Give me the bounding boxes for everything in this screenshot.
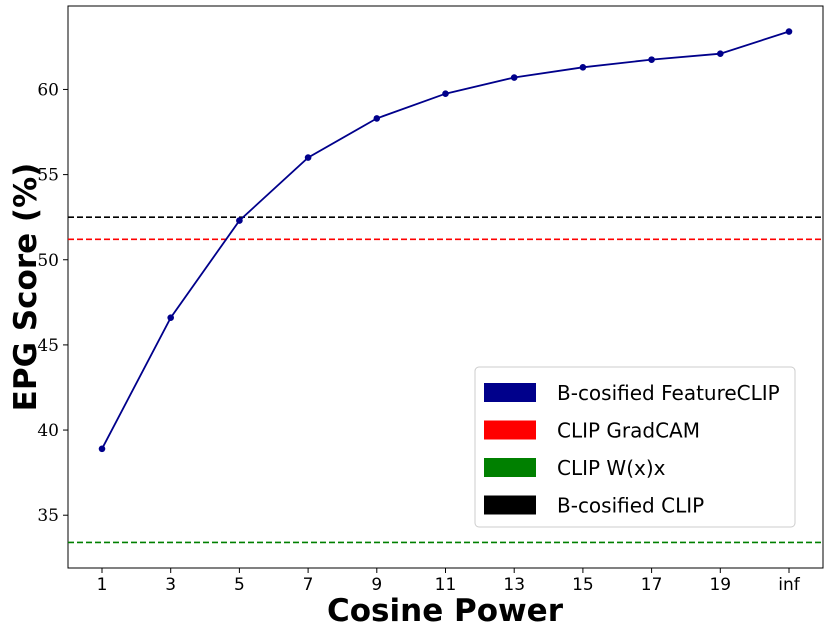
y-tick-label: 60 <box>37 80 59 100</box>
x-tick-label: 9 <box>371 575 382 595</box>
y-tick-label: 35 <box>37 506 59 526</box>
x-tick-label: 1 <box>97 575 108 595</box>
legend-items: B-cosified FeatureCLIP CLIP GradCAM CLIP W… <box>484 381 780 518</box>
x-tick-label: 15 <box>572 575 594 595</box>
series-layer <box>98 28 793 453</box>
y-tick-label: 40 <box>37 421 59 441</box>
legend: B-cosified FeatureCLIP CLIP GradCAM CLIP W… <box>474 366 796 528</box>
legend-frame <box>474 366 796 528</box>
y-tick-label: 55 <box>37 166 59 186</box>
legend-label: B-cosified FeatureCLIP <box>557 381 780 405</box>
y-axis-label: EPG Score (%) <box>8 163 44 412</box>
x-axis-ticks: 1 3 5 7 9 11 13 15 17 19 inf <box>97 568 801 595</box>
data-point <box>373 115 381 122</box>
y-axis-ticks: 35 40 45 50 55 60 <box>37 80 68 526</box>
x-tick-label: inf <box>778 575 800 595</box>
data-point <box>785 28 793 35</box>
legend-label: CLIP GradCAM <box>557 419 700 443</box>
x-tick-label: 19 <box>709 575 731 595</box>
legend-swatch <box>484 458 536 477</box>
data-point <box>717 50 724 57</box>
legend-swatch <box>484 420 536 440</box>
x-axis-label: Cosine Power <box>327 593 564 629</box>
data-point <box>304 154 312 161</box>
x-tick-label: 11 <box>435 575 457 595</box>
x-tick-label: 5 <box>234 575 245 595</box>
legend-swatch <box>484 383 536 402</box>
x-tick-label: 13 <box>503 575 525 595</box>
data-point <box>236 217 243 224</box>
x-tick-label: 7 <box>303 575 314 595</box>
legend-label: B-cosified CLIP <box>557 494 704 518</box>
data-point <box>442 90 449 98</box>
x-tick-label: 3 <box>165 575 176 595</box>
data-point <box>648 56 655 63</box>
legend-label: CLIP W(x)x <box>557 456 666 480</box>
data-point <box>98 445 106 453</box>
x-tick-label: 17 <box>641 575 663 595</box>
data-point <box>167 314 174 321</box>
data-point <box>510 74 518 81</box>
legend-swatch <box>484 495 536 515</box>
data-point <box>579 64 587 71</box>
y-tick-label: 50 <box>37 251 59 271</box>
y-tick-label: 45 <box>37 336 59 356</box>
